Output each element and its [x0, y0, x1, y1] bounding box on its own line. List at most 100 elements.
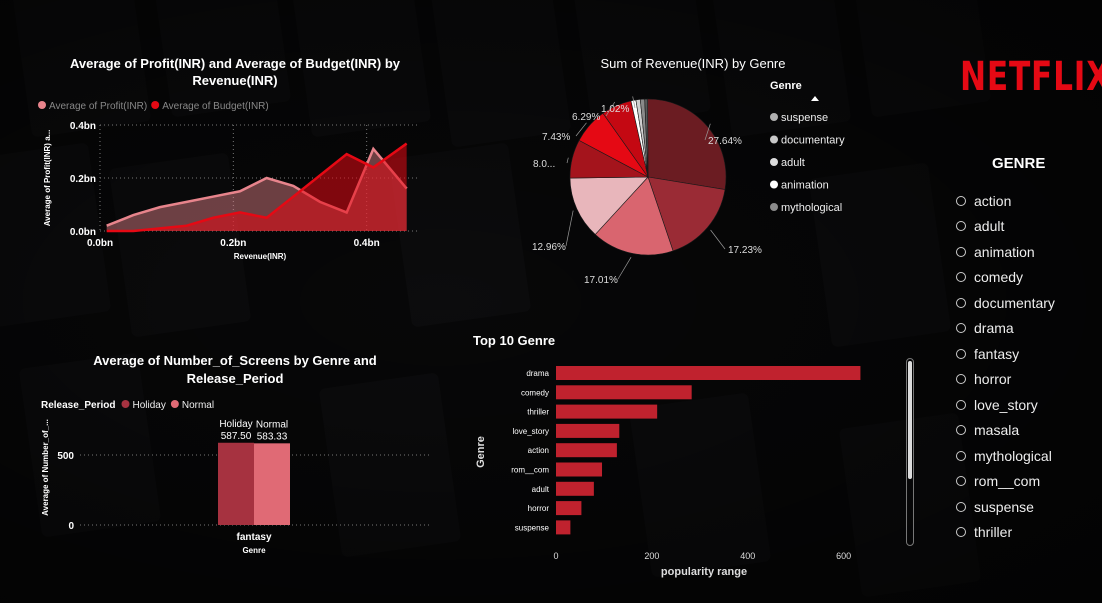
y-tick-label: drama: [526, 369, 549, 378]
x-tick-label: 200: [644, 551, 659, 561]
top-genre-bar-chart: Top 10 Genre drama comedy thriller love_sto…: [473, 333, 861, 578]
y-tick-label: comedy: [521, 388, 549, 397]
series-area: [106, 143, 407, 231]
slicer-item-adult[interactable]: adult: [956, 214, 1055, 240]
radio-icon[interactable]: [956, 195, 966, 206]
legend-label: suspense: [781, 112, 828, 124]
slice-label: 7.43%: [542, 132, 570, 143]
radio-icon[interactable]: [956, 374, 966, 385]
legend-title: Genre: [770, 80, 802, 92]
slicer-item-suspense[interactable]: suspense: [956, 494, 1055, 520]
y-tick-label: 500: [57, 451, 74, 462]
legend-marker: [770, 135, 778, 144]
slicer-item-fantasy[interactable]: fantasy: [956, 341, 1055, 367]
x-axis-label: popularity range: [661, 566, 747, 578]
x-axis-label: Revenue(INR): [234, 252, 287, 261]
radio-icon[interactable]: [956, 348, 966, 359]
legend-marker: [170, 400, 179, 408]
radio-icon[interactable]: [956, 476, 966, 487]
profit-budget-area-chart: Average of Profit(INR) and Average of Bu…: [38, 56, 420, 261]
y-tick-label: action: [528, 446, 549, 455]
x-tick-label: 600: [836, 551, 851, 561]
leader-line: [710, 229, 726, 250]
bar: [556, 462, 603, 477]
slicer-item-horror[interactable]: horror: [956, 367, 1055, 393]
radio-icon[interactable]: [956, 527, 966, 538]
slicer-item-label: action: [974, 192, 1012, 209]
chart-title: Top 10 Genre: [473, 333, 555, 348]
leader-line: [575, 122, 587, 137]
screens-column-chart: Average of Number_of_Screens by Genre an…: [41, 353, 430, 555]
y-tick-label: 0.2bn: [70, 174, 96, 185]
leader-line: [704, 123, 711, 141]
radio-icon[interactable]: [956, 246, 966, 257]
slicer-item-thriller[interactable]: thriller: [956, 520, 1055, 546]
slice-label: 17.23%: [728, 245, 762, 256]
bar: [556, 501, 582, 516]
slicer-item-label: horror: [974, 371, 1012, 388]
radio-icon[interactable]: [956, 323, 966, 334]
legend-label: animation: [781, 180, 829, 192]
legend-label: Normal: [182, 400, 214, 411]
slicer-item-label: comedy: [974, 269, 1024, 286]
legend-marker: [770, 113, 778, 121]
title-line-1: Average of Profit(INR) and Average of Bu…: [70, 56, 401, 71]
slicer-item-rom-com[interactable]: rom__com: [956, 469, 1055, 495]
slicer-item-drama[interactable]: drama: [956, 316, 1055, 342]
leader-line: [617, 257, 632, 280]
slicer-item-masala[interactable]: masala: [956, 418, 1055, 444]
legend-marker: [38, 101, 46, 109]
radio-icon[interactable]: [956, 450, 966, 461]
radio-icon[interactable]: [956, 272, 966, 283]
scroll-thumb[interactable]: [908, 361, 912, 479]
y-axis-label: Average of Profit(INR) a...: [43, 130, 52, 227]
pie-slice: [594, 176, 674, 256]
slicer-item-action[interactable]: action: [956, 188, 1055, 214]
slice-label: 6.29%: [572, 112, 600, 123]
radio-icon[interactable]: [956, 221, 966, 232]
slicer-item-label: documentary: [974, 294, 1055, 311]
chart-scrollbar[interactable]: [906, 358, 914, 546]
legend-marker: [151, 101, 160, 109]
radio-icon[interactable]: [956, 425, 966, 436]
data-label: 587.50: [221, 431, 252, 442]
bar: [556, 423, 620, 438]
column-bar: [254, 443, 290, 525]
slicer-item-label: masala: [974, 422, 1020, 439]
chart-title: Sum of Revenue(INR) by Genre: [601, 56, 786, 71]
y-tick-label: 0.0bn: [70, 227, 96, 238]
legend-label: mythological: [781, 202, 842, 214]
y-tick-label: rom__com: [511, 466, 549, 475]
data-label: 583.33: [257, 431, 288, 442]
slicer-item-comedy[interactable]: comedy: [956, 265, 1055, 291]
y-tick-label: 0: [68, 521, 74, 532]
genre-slicer-title: GENRE: [992, 155, 1046, 172]
legend-label: Average of Budget(INR): [162, 101, 269, 112]
legend-label: Holiday: [133, 400, 166, 411]
slicer-item-animation[interactable]: animation: [956, 239, 1055, 265]
chart-title-line-2: Revenue(INR): [192, 73, 277, 88]
x-tick-label: 0: [553, 551, 558, 561]
slice-label: 17.01%: [584, 275, 618, 286]
y-tick-label: adult: [532, 485, 550, 494]
legend-marker: [121, 400, 130, 408]
x-tick-label: 0.2bn: [220, 238, 246, 249]
legend-marker: [770, 203, 778, 211]
series-name-label: Normal: [256, 419, 288, 430]
slice-label: 27.64%: [708, 136, 742, 147]
slicer-item-love-story[interactable]: love_story: [956, 392, 1055, 418]
radio-icon[interactable]: [956, 501, 966, 512]
slicer-item-mythological[interactable]: mythological: [956, 443, 1055, 469]
legend-label: Average of Profit(INR): [49, 101, 147, 112]
slicer-item-label: mythological: [974, 447, 1052, 464]
series-name-label: Holiday: [219, 419, 252, 430]
netflix-logo: NETFLIX: [960, 54, 1102, 100]
y-axis-label: Average of Number_of_...: [41, 419, 50, 516]
radio-icon[interactable]: [956, 399, 966, 410]
pie-slice: [647, 176, 726, 252]
slicer-item-documentary[interactable]: documentary: [956, 290, 1055, 316]
radio-icon[interactable]: [956, 297, 966, 308]
y-tick-label: thriller: [527, 408, 549, 417]
y-tick-label: suspense: [515, 523, 550, 532]
